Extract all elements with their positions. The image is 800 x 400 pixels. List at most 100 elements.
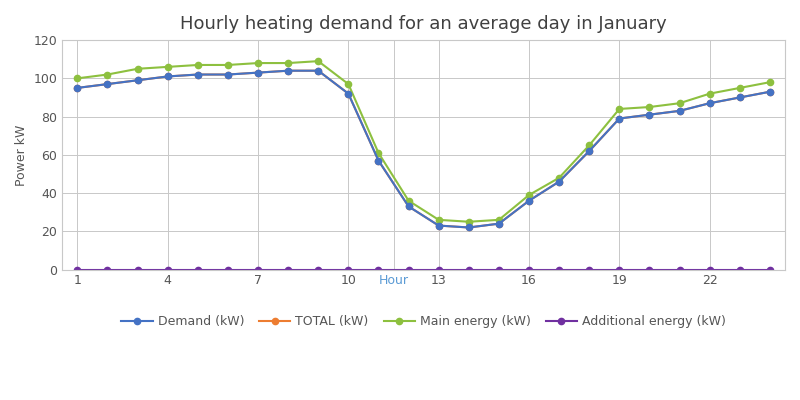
Additional energy (kW) [314, 267, 323, 272]
Additional energy (kW) [524, 267, 534, 272]
Line: Additional energy (kW): Additional energy (kW) [74, 266, 773, 273]
Demand (kW) [314, 68, 323, 73]
TOTAL (kW) [524, 198, 534, 203]
TOTAL (kW) [73, 86, 82, 90]
TOTAL (kW) [554, 179, 564, 184]
TOTAL (kW) [614, 116, 624, 121]
Additional energy (kW) [614, 267, 624, 272]
Additional energy (kW) [404, 267, 414, 272]
Additional energy (kW) [735, 267, 745, 272]
Main energy (kW) [254, 61, 263, 66]
Main energy (kW) [464, 219, 474, 224]
Additional energy (kW) [163, 267, 173, 272]
Demand (kW) [193, 72, 202, 77]
Additional energy (kW) [554, 267, 564, 272]
TOTAL (kW) [193, 72, 202, 77]
Demand (kW) [434, 223, 443, 228]
Additional energy (kW) [765, 267, 774, 272]
Legend: Demand (kW), TOTAL (kW), Main energy (kW), Additional energy (kW): Demand (kW), TOTAL (kW), Main energy (kW… [116, 310, 731, 333]
Title: Hourly heating demand for an average day in January: Hourly heating demand for an average day… [180, 15, 667, 33]
Demand (kW) [554, 179, 564, 184]
Main energy (kW) [675, 101, 685, 106]
Main energy (kW) [585, 143, 594, 148]
Demand (kW) [73, 86, 82, 90]
Y-axis label: Power kW: Power kW [15, 124, 28, 186]
Additional energy (kW) [133, 267, 142, 272]
Line: TOTAL (kW): TOTAL (kW) [74, 68, 773, 231]
Demand (kW) [102, 82, 112, 86]
Main energy (kW) [645, 105, 654, 110]
Demand (kW) [133, 78, 142, 83]
Additional energy (kW) [223, 267, 233, 272]
TOTAL (kW) [765, 89, 774, 94]
Main energy (kW) [343, 82, 353, 86]
Demand (kW) [765, 89, 774, 94]
Demand (kW) [404, 204, 414, 209]
Additional energy (kW) [343, 267, 353, 272]
TOTAL (kW) [705, 101, 714, 106]
Main energy (kW) [735, 86, 745, 90]
TOTAL (kW) [343, 91, 353, 96]
Additional energy (kW) [102, 267, 112, 272]
TOTAL (kW) [404, 204, 414, 209]
Demand (kW) [283, 68, 293, 73]
Main energy (kW) [374, 150, 383, 155]
Main energy (kW) [705, 91, 714, 96]
TOTAL (kW) [163, 74, 173, 79]
TOTAL (kW) [494, 221, 504, 226]
Line: Demand (kW): Demand (kW) [74, 68, 773, 231]
Demand (kW) [223, 72, 233, 77]
Main energy (kW) [314, 59, 323, 64]
TOTAL (kW) [585, 149, 594, 154]
TOTAL (kW) [254, 70, 263, 75]
Main energy (kW) [193, 62, 202, 67]
Main energy (kW) [223, 62, 233, 67]
Main energy (kW) [765, 80, 774, 84]
Demand (kW) [374, 158, 383, 163]
Demand (kW) [705, 101, 714, 106]
Additional energy (kW) [73, 267, 82, 272]
TOTAL (kW) [675, 108, 685, 113]
Additional energy (kW) [434, 267, 443, 272]
Demand (kW) [675, 108, 685, 113]
Main energy (kW) [524, 192, 534, 197]
TOTAL (kW) [133, 78, 142, 83]
Additional energy (kW) [705, 267, 714, 272]
Line: Main energy (kW): Main energy (kW) [74, 58, 773, 225]
Main energy (kW) [434, 218, 443, 222]
Demand (kW) [735, 95, 745, 100]
Main energy (kW) [494, 218, 504, 222]
Additional energy (kW) [645, 267, 654, 272]
Main energy (kW) [554, 175, 564, 180]
Demand (kW) [163, 74, 173, 79]
Demand (kW) [254, 70, 263, 75]
Additional energy (kW) [254, 267, 263, 272]
Demand (kW) [585, 149, 594, 154]
Demand (kW) [645, 112, 654, 117]
Additional energy (kW) [193, 267, 202, 272]
Demand (kW) [614, 116, 624, 121]
TOTAL (kW) [102, 82, 112, 86]
Additional energy (kW) [585, 267, 594, 272]
Main energy (kW) [133, 66, 142, 71]
TOTAL (kW) [434, 223, 443, 228]
Main energy (kW) [404, 198, 414, 203]
Main energy (kW) [163, 64, 173, 69]
Additional energy (kW) [464, 267, 474, 272]
Additional energy (kW) [675, 267, 685, 272]
TOTAL (kW) [223, 72, 233, 77]
Demand (kW) [494, 221, 504, 226]
Main energy (kW) [283, 61, 293, 66]
TOTAL (kW) [374, 158, 383, 163]
Demand (kW) [524, 198, 534, 203]
TOTAL (kW) [283, 68, 293, 73]
Demand (kW) [343, 91, 353, 96]
Demand (kW) [464, 225, 474, 230]
TOTAL (kW) [314, 68, 323, 73]
TOTAL (kW) [645, 112, 654, 117]
TOTAL (kW) [735, 95, 745, 100]
Main energy (kW) [73, 76, 82, 81]
TOTAL (kW) [464, 225, 474, 230]
Main energy (kW) [102, 72, 112, 77]
Additional energy (kW) [494, 267, 504, 272]
